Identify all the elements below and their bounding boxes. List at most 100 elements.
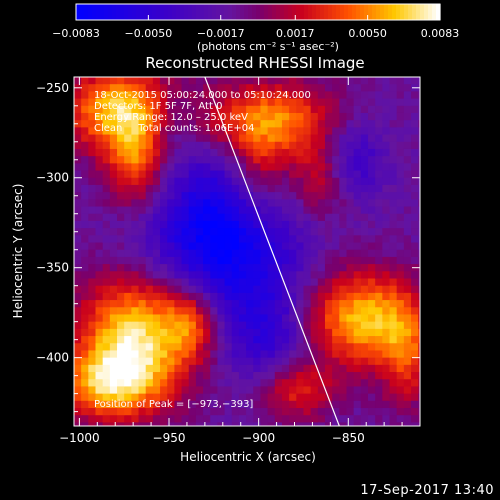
heatmap-pixel	[167, 321, 175, 330]
x-axis-label: Heliocentric X (arcsec)	[180, 450, 316, 464]
heatmap-pixel	[332, 105, 340, 114]
heatmap-pixel	[389, 77, 398, 85]
heatmap-pixel	[95, 336, 104, 344]
heatmap-pixel	[124, 422, 132, 426]
heatmap-pixel	[217, 364, 226, 373]
heatmap-pixel	[95, 278, 104, 287]
heatmap-pixel	[274, 314, 283, 323]
heatmap-pixel	[167, 91, 175, 100]
heatmap-pixel	[160, 292, 168, 301]
heatmap-pixel	[88, 415, 97, 423]
heatmap-pixel	[224, 105, 233, 114]
heatmap-pixel	[253, 134, 261, 143]
heatmap-pixel	[88, 220, 97, 229]
heatmap-pixel	[324, 156, 333, 164]
heatmap-pixel	[167, 364, 175, 373]
heatmap-pixel	[102, 213, 111, 222]
heatmap-pixel	[324, 148, 333, 157]
heatmap-pixel	[102, 379, 111, 387]
heatmap-pixel	[224, 300, 233, 308]
heatmap-pixel	[317, 408, 326, 416]
heatmap-pixel	[375, 242, 383, 251]
colorbar-cell	[100, 4, 105, 20]
heatmap-pixel	[260, 379, 269, 387]
heatmap-pixel	[181, 112, 190, 121]
heatmap-pixel	[289, 134, 297, 143]
heatmap-pixel	[396, 120, 405, 128]
heatmap-pixel	[167, 357, 175, 366]
heatmap-pixel	[102, 163, 111, 172]
heatmap-pixel	[102, 400, 111, 409]
heatmap-pixel	[289, 228, 297, 236]
heatmap-pixel	[138, 350, 147, 359]
heatmap-pixel	[346, 177, 355, 186]
heatmap-pixel	[117, 105, 125, 114]
heatmap-pixel	[253, 307, 261, 315]
heatmap-pixel	[411, 357, 419, 366]
heatmap-pixel	[260, 156, 269, 164]
heatmap-pixel	[368, 156, 376, 164]
heatmap-pixel	[332, 314, 340, 323]
heatmap-pixel	[131, 120, 140, 128]
heatmap-pixel	[131, 84, 140, 92]
heatmap-pixel	[411, 278, 419, 287]
heatmap-pixel	[253, 228, 261, 236]
heatmap-pixel	[389, 393, 398, 402]
colorbar-cell	[304, 4, 309, 20]
heatmap-pixel	[152, 84, 161, 92]
heatmap-pixel	[117, 336, 125, 344]
heatmap-pixel	[188, 120, 197, 128]
heatmap-pixel	[403, 105, 412, 114]
colorbar-cell	[336, 4, 341, 20]
colorbar-units-label: (photons cm⁻² s⁻¹ asec⁻²)	[197, 40, 339, 53]
heatmap-pixel	[238, 350, 247, 359]
heatmap-pixel	[267, 321, 276, 330]
heatmap-pixel	[160, 415, 168, 423]
heatmap-pixel	[81, 278, 89, 287]
heatmap-pixel	[124, 336, 132, 344]
heatmap-pixel	[224, 386, 233, 395]
heatmap-pixel	[95, 393, 104, 402]
heatmap-pixel	[332, 170, 340, 179]
heatmap-pixel	[160, 256, 168, 265]
heatmap-pixel	[246, 199, 254, 208]
heatmap-pixel	[224, 379, 233, 387]
heatmap-pixel	[418, 408, 420, 416]
heatmap-pixel	[117, 192, 125, 200]
heatmap-pixel	[411, 213, 419, 222]
heatmap-pixel	[181, 300, 190, 308]
colorbar-cell	[176, 4, 181, 20]
heatmap-pixel	[88, 379, 97, 387]
heatmap-pixel	[195, 386, 204, 395]
heatmap-pixel	[145, 271, 154, 279]
heatmap-pixel	[339, 91, 347, 100]
heatmap-pixel	[368, 249, 376, 258]
heatmap-pixel	[281, 314, 290, 323]
colorbar-cell	[104, 4, 109, 20]
heatmap-pixel	[124, 192, 132, 200]
heatmap-pixel	[238, 213, 247, 222]
heatmap-pixel	[131, 98, 140, 107]
heatmap-pixel	[389, 350, 398, 359]
heatmap-pixel	[396, 199, 405, 208]
heatmap-pixel	[324, 328, 333, 337]
heatmap-pixel	[117, 422, 125, 426]
heatmap-pixel	[167, 199, 175, 208]
heatmap-pixel	[375, 292, 383, 301]
heatmap-pixel	[117, 364, 125, 373]
heatmap-pixel	[102, 184, 111, 193]
colorbar-cell	[388, 4, 393, 20]
heatmap-pixel	[267, 386, 276, 395]
heatmap-pixel	[95, 408, 104, 416]
heatmap-pixel	[188, 264, 197, 272]
heatmap-pixel	[418, 300, 420, 308]
heatmap-pixel	[210, 184, 218, 193]
heatmap-pixel	[145, 163, 154, 172]
heatmap-pixel	[360, 393, 369, 402]
heatmap-pixel	[346, 386, 355, 395]
heatmap-pixel	[332, 206, 340, 215]
heatmap-pixel	[403, 364, 412, 373]
heatmap-pixel	[74, 357, 82, 366]
heatmap-pixel	[324, 285, 333, 294]
colorbar-cell	[312, 4, 317, 20]
